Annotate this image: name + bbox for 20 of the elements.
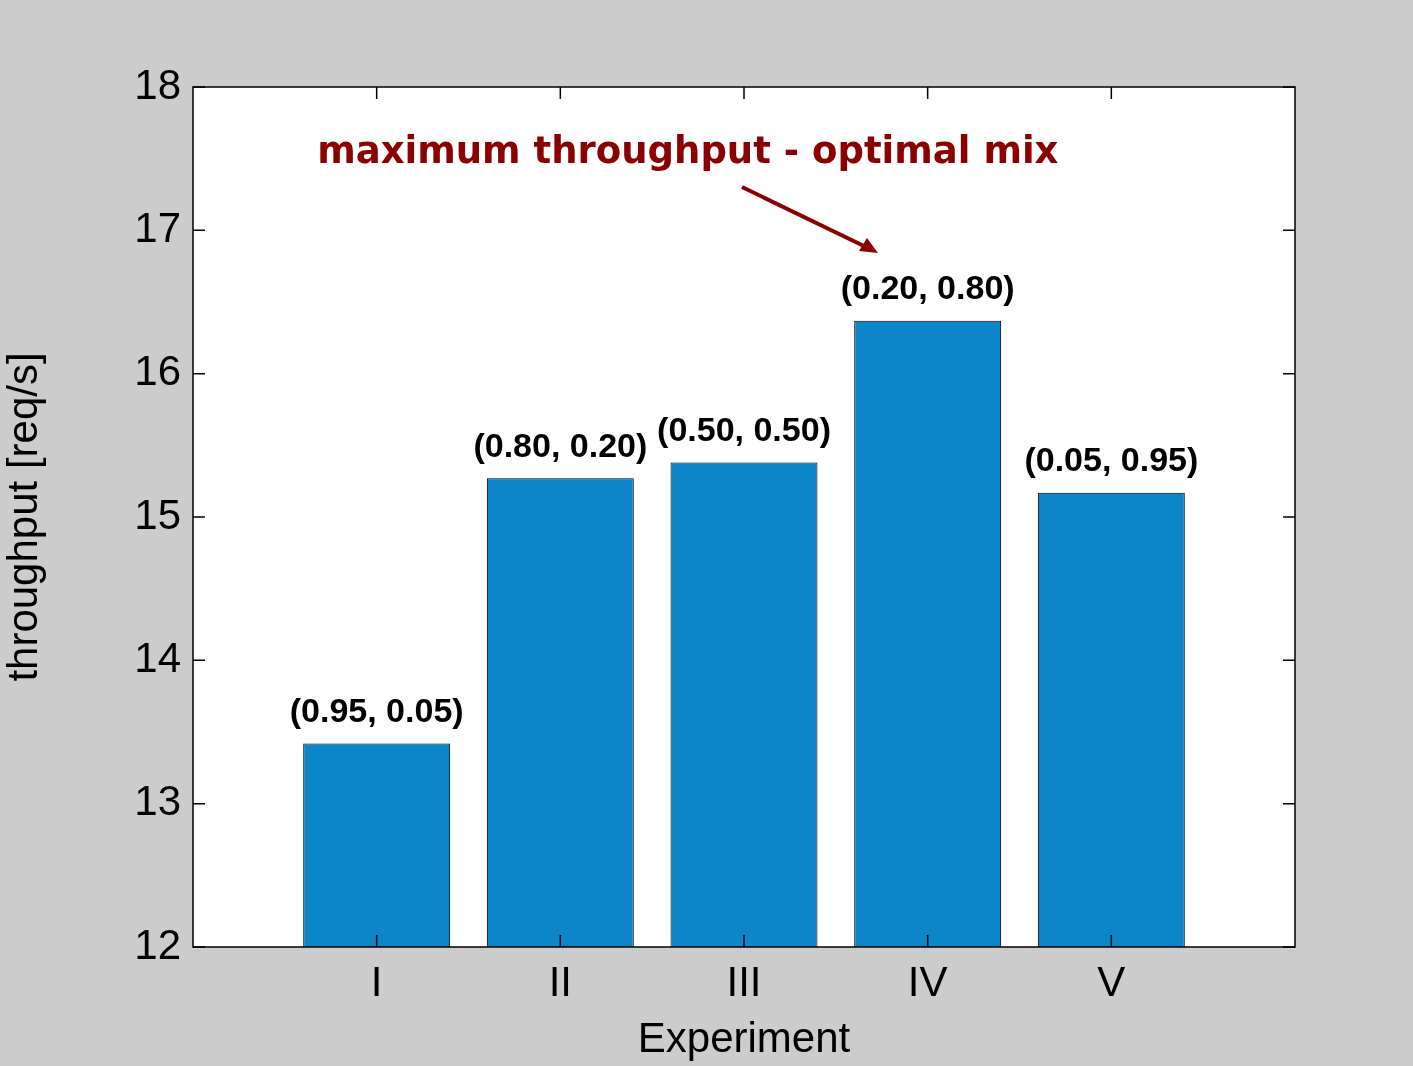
x-tick-label: V [1097,957,1126,1005]
x-tick-label: IV [907,957,948,1005]
y-tick-label: 12 [134,920,181,968]
y-axis-title: throughput [req/s] [0,352,46,682]
y-tick-label: 14 [134,633,181,681]
data-label: (0.80, 0.20) [473,425,648,464]
x-axis-title: Experiment [637,1014,851,1062]
y-tick-label: 13 [134,777,181,825]
data-label: (0.20, 0.80) [840,268,1015,307]
annotation: maximum throughput - optimal mix [317,128,1059,172]
y-tick-label: 15 [134,490,181,538]
data-label: (0.05, 0.95) [1024,440,1199,479]
y-tick-label: 18 [134,60,181,108]
data-label: (0.50, 0.50) [657,409,831,448]
y-tick-label: 17 [134,203,181,251]
x-tick-label: III [726,957,762,1005]
x-tick-label: I [370,957,383,1005]
data-label: (0.95, 0.05) [289,690,464,729]
y-tick-label: 16 [134,347,181,395]
x-tick-label: II [548,957,573,1005]
